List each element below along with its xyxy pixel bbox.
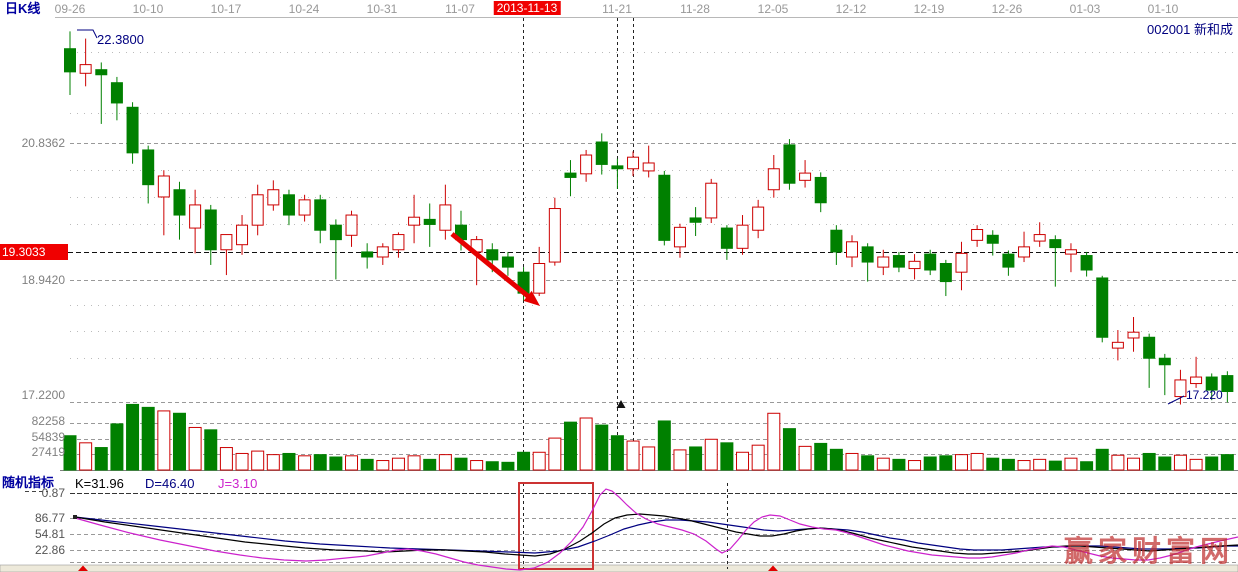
- date-tick-label: 12-19: [913, 2, 945, 16]
- price-axis-label: 18.9420: [21, 273, 65, 287]
- date-tick-label: 10-17: [210, 2, 242, 16]
- strip-marker-icon: [768, 565, 778, 571]
- price-axis-label: 17.2200: [21, 388, 65, 402]
- price-axis-label: 20.8362: [21, 136, 65, 150]
- site-watermark: 赢家财富网: [1064, 536, 1235, 568]
- date-tick-label: 10-10: [132, 2, 164, 16]
- kdj-d-value: D=46.40: [145, 476, 195, 491]
- date-tick-label: 11-21: [602, 2, 632, 16]
- volume-axis-label: 82258: [31, 414, 65, 428]
- sell-signal-arrow: [450, 232, 531, 299]
- kdj-k-value: K=31.96: [75, 476, 124, 491]
- volume-axis-label: 54839: [31, 430, 65, 444]
- sell-signal-arrowhead: [523, 290, 540, 306]
- date-tick-label: 12-12: [835, 2, 867, 16]
- date-tick-label: 10-31: [366, 2, 398, 16]
- volume-bars: [63, 403, 1234, 471]
- chart-type-label: 日K线: [5, 1, 41, 16]
- bottom-strip: [0, 564, 1238, 572]
- kdj-axis-label: 54.81: [34, 527, 65, 541]
- kdj-axis-label: 86.77: [34, 511, 65, 525]
- date-tick-label: 12-05: [757, 2, 789, 16]
- stock-code-name-label: 002001 新和成: [1147, 22, 1233, 37]
- date-tick-label: 09-26: [54, 2, 86, 16]
- date-tick-label: 01-10: [1147, 2, 1179, 16]
- kdj-k-line: [74, 513, 1238, 557]
- low-price-annotation: 17.220: [1186, 388, 1223, 402]
- kdj-axis-label: 22.86: [34, 543, 65, 557]
- kdj-axis-label: 0.87: [41, 486, 65, 500]
- kdj-j-value: J=3.10: [218, 476, 258, 491]
- date-tick-label: 12-26: [991, 2, 1023, 16]
- kdj-indicator-title: 随机指标: [2, 475, 55, 490]
- low-annotation-connector: [1167, 395, 1185, 405]
- kdj-start-dot: [73, 515, 77, 519]
- strip-marker-icon: [78, 565, 88, 571]
- selected-date-label: 2013-11-13: [493, 1, 561, 15]
- date-tick-label: 11-28: [680, 2, 710, 16]
- kdj-highlight-box: [518, 482, 594, 570]
- date-tick-label: 11-07: [445, 2, 475, 16]
- volume-axis-label: 27419: [31, 445, 65, 459]
- date-tick-label: 01-03: [1069, 2, 1101, 16]
- candlestick-series: [64, 31, 1234, 405]
- high-annotation-connector: [77, 29, 98, 39]
- date-tick-label: 10-24: [288, 2, 320, 16]
- last-price-badge: 19.3033: [0, 244, 68, 260]
- high-price-annotation: 22.3800: [97, 32, 144, 47]
- kdj-j-line: [74, 488, 1238, 571]
- up-marker-icon: [616, 400, 626, 408]
